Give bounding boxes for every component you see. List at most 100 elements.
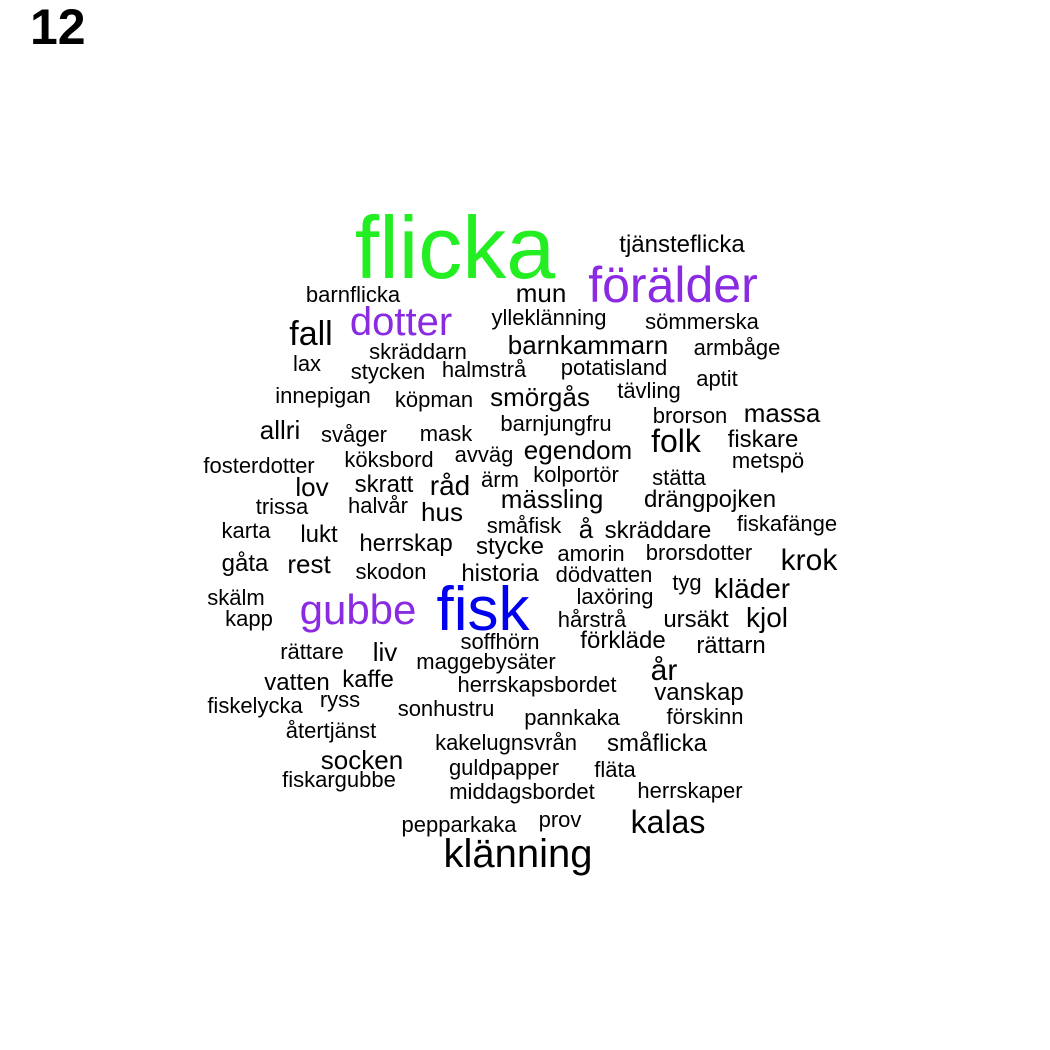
cloud-word: klänning [443, 832, 593, 876]
cloud-word: tyg [672, 570, 702, 595]
cloud-word: småflicka [606, 730, 708, 757]
cloud-word: fisk [436, 575, 530, 644]
cloud-word: fall [289, 315, 333, 353]
cloud-word: vatten [264, 669, 330, 696]
cloud-word: hus [421, 497, 463, 527]
cloud-word: ursäkt [663, 606, 729, 633]
cloud-word: kakelugnsvrån [435, 730, 577, 755]
cloud-word: laxöring [576, 584, 654, 609]
cloud-word: fosterdotter [203, 453, 315, 478]
cloud-word: smörgås [490, 382, 590, 412]
cloud-word: småfisk [486, 513, 562, 538]
cloud-word: pannkaka [524, 705, 620, 730]
cloud-word: brorson [652, 403, 728, 428]
cloud-word: vanskap [654, 679, 744, 706]
cloud-word: mask [419, 421, 473, 446]
cloud-word: gåta [221, 550, 269, 577]
cloud-word: förälder [588, 257, 758, 313]
cloud-word: skratt [354, 471, 414, 498]
cloud-word: prov [538, 807, 582, 832]
cloud-word: å [578, 514, 594, 544]
cloud-word: kläder [713, 573, 791, 604]
cloud-word: historia [461, 560, 539, 587]
cloud-word: stycken [350, 359, 426, 384]
cloud-word: barnkammarn [507, 330, 669, 360]
cloud-word: fläta [594, 757, 636, 782]
cloud-word: lax [292, 351, 322, 376]
cloud-word: krok [780, 544, 838, 577]
cloud-word: karta [221, 518, 271, 543]
cloud-word: dödvatten [555, 562, 653, 587]
cloud-word: sonhustru [397, 696, 495, 721]
cloud-word: rättarn [696, 632, 766, 659]
cloud-word: stycke [475, 533, 545, 560]
cloud-word: ryss [319, 687, 361, 712]
cloud-word: guldpapper [448, 755, 560, 780]
cloud-word: soffhörn [460, 629, 540, 654]
cloud-word: kaffe [342, 666, 394, 693]
cloud-word: förskinn [666, 704, 744, 729]
cloud-word: fiskare [727, 426, 799, 453]
cloud-word: drängpojken [643, 486, 777, 513]
cloud-word: flicka [354, 198, 556, 297]
cloud-word: rättare [280, 639, 344, 664]
cloud-word: amorin [557, 541, 625, 566]
cloud-word: sömmerska [645, 309, 759, 334]
cloud-word: herrskapsbordet [457, 672, 617, 697]
cloud-word: fiskelycka [207, 693, 303, 718]
cloud-word: massa [743, 398, 821, 428]
cloud-word: fiskargubbe [282, 767, 396, 792]
cloud-word: maggebysäter [416, 649, 556, 674]
cloud-word: liv [372, 637, 398, 667]
cloud-word: brorsdotter [645, 540, 753, 565]
cloud-word: köksbord [344, 447, 434, 472]
cloud-word: köpman [394, 387, 474, 412]
cloud-word: potatisland [560, 355, 668, 380]
cloud-word: år [650, 654, 678, 687]
cloud-word: halmstrå [441, 357, 527, 382]
cloud-word: herrskaper [637, 778, 743, 803]
cloud-word: återtjänst [285, 718, 377, 743]
cloud-word: skodon [355, 559, 427, 584]
cloud-word: lov [295, 472, 329, 502]
cloud-word: ylleklänning [491, 305, 607, 330]
cloud-word: allri [259, 415, 301, 445]
cloud-word: kapp [225, 606, 273, 631]
cloud-word: fiskafänge [736, 511, 838, 536]
cloud-word: halvår [348, 493, 408, 518]
cloud-word: armbåge [693, 335, 781, 360]
cloud-word: barnflicka [305, 282, 401, 307]
cloud-word: tjänsteflicka [619, 231, 745, 258]
cloud-word: lukt [300, 521, 338, 548]
cloud-word: herrskap [359, 530, 453, 557]
cloud-word: avväg [454, 442, 514, 467]
cloud-word: egendom [523, 435, 633, 465]
cloud-word: tävling [617, 378, 681, 403]
cloud-word: kolportör [533, 462, 619, 487]
cloud-word: barnjungfru [500, 411, 612, 436]
cloud-word: socken [320, 745, 404, 775]
cloud-word: middagsbordet [449, 779, 595, 804]
cloud-word: kalas [630, 804, 706, 840]
cloud-word: förkläde [580, 627, 666, 654]
cloud-word: folk [651, 423, 701, 459]
cloud-word: skräddarn [369, 339, 467, 364]
panel-label: 12 [30, 0, 86, 55]
cloud-word: skälm [207, 585, 265, 610]
cloud-word: mässling [500, 484, 604, 514]
cloud-word: ärm [481, 467, 519, 492]
cloud-word: kjol [745, 602, 789, 633]
cloud-word: pepparkaka [401, 812, 517, 837]
cloud-word: gubbe [299, 586, 417, 633]
cloud-word: rest [287, 549, 331, 579]
cloud-word: skräddare [604, 517, 712, 544]
cloud-word: trissa [255, 494, 309, 519]
cloud-word: hårstrå [557, 607, 627, 632]
cloud-word: råd [429, 470, 471, 501]
cloud-word: aptit [696, 366, 738, 391]
cloud-word: dotter [349, 300, 453, 344]
cloud-word: stätta [652, 465, 706, 490]
cloud-word: metspö [731, 448, 805, 473]
